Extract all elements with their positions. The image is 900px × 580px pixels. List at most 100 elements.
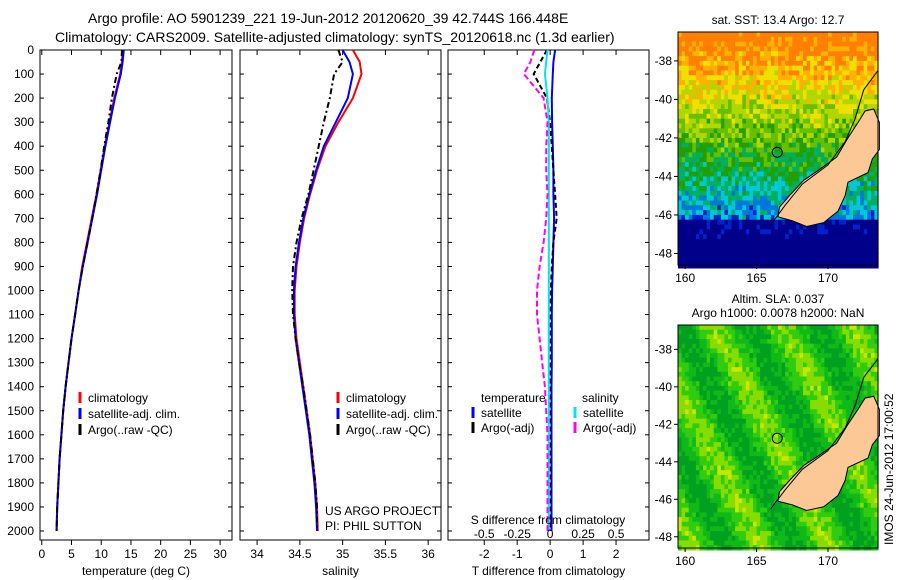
map-cell [795, 56, 801, 62]
map-cell [781, 46, 786, 52]
map-cell [774, 460, 779, 467]
map-cell [710, 362, 715, 368]
map-cell [860, 176, 865, 182]
map-cell [753, 339, 758, 345]
map-cell [713, 248, 718, 254]
map-cell [853, 362, 858, 368]
map-cell [870, 70, 876, 76]
map-cell [695, 385, 701, 392]
map-cell [713, 157, 718, 163]
map-cell [849, 229, 854, 235]
map-cell [763, 339, 768, 345]
map-cell [817, 400, 822, 406]
map-cell [831, 418, 836, 424]
map-cell [678, 171, 683, 177]
map-cell [706, 195, 711, 202]
map-cell [710, 181, 715, 187]
x-tick-label: 30 [213, 547, 227, 561]
map-cell [692, 65, 697, 72]
map-cell [806, 166, 811, 173]
map-cell [874, 329, 879, 335]
map-cell [731, 214, 736, 221]
map-cell [813, 339, 818, 345]
map-cell [710, 36, 715, 43]
argo-location-marker [771, 146, 783, 158]
map-cell [692, 409, 697, 415]
map-cell [820, 381, 826, 387]
map-cell [706, 329, 711, 335]
map-cell [728, 234, 733, 240]
map-cell [863, 325, 868, 331]
map-cell [788, 118, 793, 125]
map-cell [728, 470, 733, 476]
map-cell [856, 85, 861, 91]
map-cell [838, 32, 843, 38]
map-cell [753, 137, 758, 144]
x-tick-label: 34 [250, 547, 264, 561]
map-cell [763, 214, 768, 221]
map-cell [860, 239, 865, 245]
map-cell [735, 60, 740, 67]
map-cell [745, 446, 751, 453]
map-cell [778, 404, 783, 410]
map-cell [706, 32, 711, 38]
map-cell [742, 94, 747, 100]
map-cell [731, 118, 736, 125]
map-cell [842, 329, 847, 335]
map-cell [770, 32, 776, 38]
map-cell [713, 343, 718, 349]
map-cell [742, 123, 747, 129]
map-cell [806, 243, 811, 250]
map-cell [749, 99, 754, 105]
map-cell [817, 446, 822, 453]
map-cell [831, 376, 836, 382]
map-cell [749, 147, 754, 153]
map-cell [842, 60, 847, 67]
map-cell [810, 94, 815, 100]
map-cell [810, 109, 815, 115]
map-cell [849, 94, 854, 100]
map-cell [774, 414, 779, 420]
map-cell [685, 99, 690, 105]
map-cell [720, 109, 726, 115]
map-cell [770, 195, 776, 202]
map-cell [788, 181, 793, 187]
map-cell [745, 142, 751, 149]
map-cell [853, 395, 858, 401]
map-cell [795, 353, 801, 359]
map-cell [753, 229, 758, 235]
map-cell [731, 46, 736, 52]
map-cell [703, 162, 708, 168]
map-cell [806, 385, 811, 392]
map-cell [760, 423, 765, 429]
map-cell [738, 195, 743, 202]
map-cell [749, 376, 754, 382]
map-cell [817, 142, 822, 149]
map-cell [706, 409, 711, 415]
map-cell [803, 133, 808, 139]
map-cell [817, 152, 822, 158]
map-cell [767, 51, 772, 57]
y-tick-label: 1900 [7, 500, 34, 514]
map-cell [774, 253, 779, 259]
map-cell [767, 181, 772, 187]
map-cell [678, 348, 683, 354]
map-cell [688, 460, 693, 467]
map-cell [724, 176, 729, 182]
map-cell [745, 409, 751, 415]
map-cell [810, 229, 815, 235]
map-cell [735, 484, 740, 490]
map-cell [720, 248, 726, 254]
map-cell [749, 176, 754, 182]
map-cell [810, 348, 815, 354]
map-cell [774, 89, 779, 96]
map-cell [810, 80, 815, 86]
map-cell [692, 229, 697, 235]
map-cell [699, 474, 704, 481]
map-cell [806, 423, 811, 429]
map-cell [767, 46, 772, 52]
map-cell [763, 404, 768, 410]
map-cell [756, 414, 761, 420]
map-cell [695, 32, 701, 38]
map-cell [785, 128, 790, 134]
